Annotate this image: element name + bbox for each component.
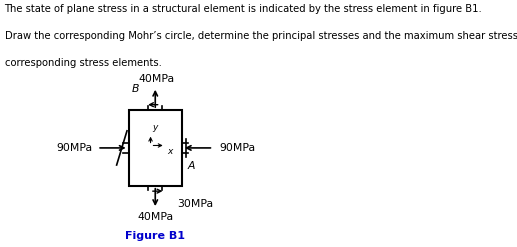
Text: The state of plane stress in a structural element is indicated by the stress ele: The state of plane stress in a structura…	[5, 4, 482, 14]
Text: y: y	[152, 123, 158, 132]
Text: x: x	[167, 147, 173, 156]
Text: Figure B1: Figure B1	[125, 231, 185, 241]
Text: B: B	[132, 84, 140, 94]
Text: Draw the corresponding Mohr’s circle, determine the principal stresses and the m: Draw the corresponding Mohr’s circle, de…	[5, 31, 517, 41]
Text: 40MPa: 40MPa	[137, 212, 173, 222]
Text: 90MPa: 90MPa	[56, 143, 93, 153]
Text: corresponding stress elements.: corresponding stress elements.	[5, 58, 161, 68]
Text: 90MPa: 90MPa	[219, 143, 255, 153]
Text: A: A	[188, 161, 195, 171]
Text: 40MPa: 40MPa	[139, 74, 175, 84]
Text: 30MPa: 30MPa	[177, 199, 214, 209]
Bar	[129, 110, 182, 186]
